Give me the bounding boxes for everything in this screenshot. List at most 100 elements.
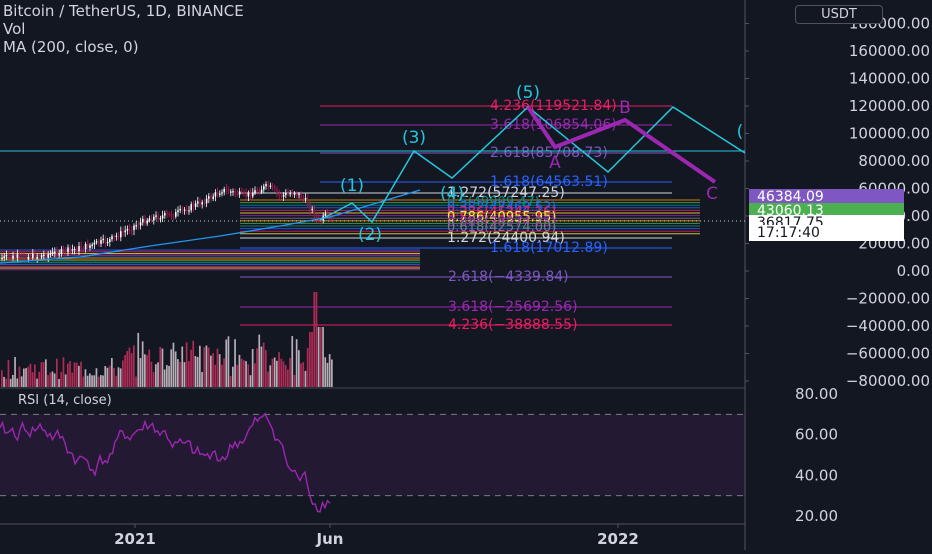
- wave-label-cyan: (3): [402, 128, 426, 148]
- bar-countdown-tag: 17:17:40: [749, 225, 904, 241]
- volume-bar: [155, 364, 157, 387]
- volume-bar: [282, 361, 285, 387]
- candle-body: [122, 231, 124, 233]
- candle-body: [80, 246, 82, 249]
- volume-bar: [166, 365, 168, 387]
- candle-body: [223, 188, 225, 193]
- time-axis-label: 2021: [114, 530, 156, 548]
- price-tag-purple: 46384.09: [749, 189, 904, 205]
- wave-label-cyan: (2): [358, 225, 382, 245]
- candle-body: [115, 235, 118, 237]
- candle-body: [93, 242, 96, 245]
- candle-body: [73, 248, 76, 251]
- volume-bar: [34, 364, 36, 387]
- candle-body: [16, 254, 19, 258]
- volume-bar: [265, 350, 267, 387]
- rsi-axis-label: 20.00: [795, 507, 838, 525]
- candle-body: [51, 251, 54, 254]
- volume-bar: [137, 332, 140, 387]
- candle-body: [91, 244, 93, 246]
- candle-body: [65, 249, 67, 253]
- volume-indicator-label[interactable]: Vol: [3, 20, 26, 38]
- volume-bar: [304, 370, 307, 387]
- volume-bar: [84, 369, 87, 387]
- time-axis-label: Jun: [316, 530, 344, 548]
- candle-body: [311, 208, 313, 210]
- volume-bar: [141, 341, 144, 387]
- candle-body: [186, 209, 188, 212]
- price-axis-label: −40000.00: [846, 317, 930, 335]
- volume-bar: [240, 358, 243, 387]
- volume-bar: [201, 372, 203, 387]
- volume-bar: [80, 361, 82, 387]
- volume-bar: [309, 332, 311, 387]
- candle-body: [146, 220, 148, 224]
- candle-body: [214, 192, 217, 197]
- volume-bar: [31, 372, 34, 387]
- volume-bars: [1, 292, 333, 387]
- volume-bar: [216, 348, 219, 387]
- candle-body: [265, 184, 267, 187]
- candle-body: [225, 188, 228, 191]
- volume-bar: [313, 292, 316, 387]
- fib-level-label: 2.618(85708.73): [490, 145, 608, 161]
- rsi-indicator: [0, 412, 745, 513]
- volume-bar: [49, 372, 52, 387]
- candle-body: [234, 191, 236, 194]
- volume-bar: [295, 339, 298, 387]
- rsi-axis-label: 40.00: [795, 466, 838, 484]
- volume-bar: [188, 361, 190, 387]
- volume-bar: [47, 375, 49, 387]
- volume-bar: [317, 327, 320, 387]
- time-axis-label: 2022: [597, 530, 639, 548]
- candle-body: [205, 198, 208, 204]
- candle-body: [230, 191, 232, 193]
- candle-body: [45, 254, 47, 258]
- candle-body: [54, 251, 56, 253]
- candle-body: [190, 204, 192, 211]
- candle-body: [139, 222, 142, 226]
- candle-body: [47, 254, 49, 258]
- volume-bar: [117, 367, 120, 387]
- candle-body: [38, 256, 41, 258]
- candle-body: [128, 229, 131, 231]
- volume-bar: [78, 365, 80, 387]
- volume-bar: [25, 368, 27, 387]
- volume-bar: [315, 292, 318, 387]
- volume-bar: [106, 367, 109, 387]
- volume-bar: [7, 359, 10, 387]
- volume-bar: [183, 362, 186, 387]
- rsi-indicator-label[interactable]: RSI (14, close): [16, 393, 114, 408]
- candle-body: [71, 249, 74, 251]
- candle-body: [27, 256, 30, 260]
- candle-body: [14, 255, 16, 258]
- candle-body: [32, 253, 34, 259]
- candle-body: [40, 255, 43, 257]
- currency-selector[interactable]: USDT: [795, 5, 883, 24]
- volume-bar: [194, 356, 197, 387]
- rsi-axis-label: 60.00: [795, 426, 838, 444]
- volume-bar: [53, 373, 56, 387]
- volume-bar: [273, 357, 276, 387]
- impulse-wave-path: [319, 106, 746, 224]
- candle-body: [3, 256, 5, 258]
- fib-cluster-label: 0.618(42574.00): [447, 220, 556, 235]
- volume-bar: [69, 361, 71, 387]
- price-axis-label: 0.00: [897, 262, 930, 280]
- volume-bar: [328, 354, 331, 387]
- candle-body: [49, 253, 52, 255]
- ma-indicator-label[interactable]: MA (200, close, 0): [3, 38, 139, 56]
- volume-bar: [205, 345, 208, 387]
- candle-body: [197, 201, 199, 204]
- volume-bar: [168, 365, 170, 387]
- volume-bar: [75, 362, 78, 387]
- candle-body: [109, 239, 111, 242]
- candle-body: [260, 189, 263, 193]
- volume-bar: [251, 349, 254, 387]
- candle-body: [10, 257, 12, 259]
- candle-body: [309, 205, 311, 210]
- candle-body: [161, 215, 164, 219]
- symbol-title[interactable]: Bitcoin / TetherUS, 1D, BINANCE: [3, 2, 244, 20]
